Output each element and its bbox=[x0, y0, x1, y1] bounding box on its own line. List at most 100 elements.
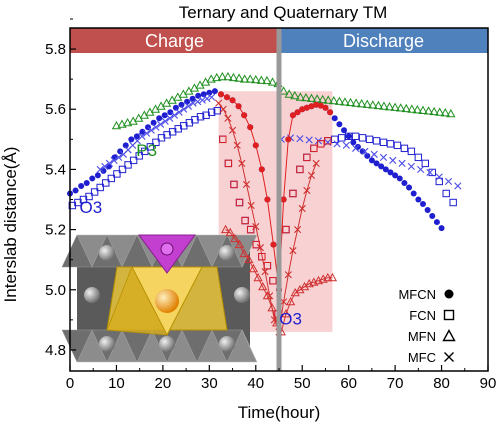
data-point bbox=[426, 168, 434, 177]
data-point bbox=[234, 73, 244, 82]
gray-atom bbox=[99, 245, 115, 261]
chart-title: Ternary and Quaternary TM bbox=[179, 3, 388, 22]
series-mfn-collapse bbox=[220, 224, 338, 336]
data-point bbox=[118, 165, 127, 174]
data-point bbox=[282, 225, 290, 234]
data-point bbox=[278, 86, 289, 95]
data-point bbox=[172, 104, 179, 111]
legend-marker bbox=[444, 289, 454, 299]
data-point bbox=[170, 111, 179, 119]
data-point bbox=[424, 207, 431, 214]
data-point bbox=[138, 132, 146, 140]
data-point bbox=[96, 183, 104, 192]
x-axis-ticks: 0 10 20 30 40 50 60 70 80 90 bbox=[66, 365, 497, 392]
data-point bbox=[373, 160, 380, 167]
x-tick-label: 60 bbox=[340, 375, 357, 392]
data-point bbox=[135, 152, 143, 160]
legend-marker bbox=[443, 309, 455, 321]
data-point bbox=[258, 281, 268, 291]
data-point bbox=[284, 271, 292, 279]
data-point bbox=[298, 204, 306, 213]
data-point bbox=[387, 169, 394, 176]
data-point bbox=[219, 105, 227, 113]
data-point bbox=[128, 136, 135, 143]
data-point bbox=[433, 219, 440, 226]
data-point bbox=[180, 105, 188, 113]
data-point bbox=[365, 135, 374, 144]
data-point bbox=[372, 137, 381, 145]
data-point bbox=[400, 144, 409, 153]
data-point bbox=[115, 153, 123, 161]
data-point bbox=[407, 147, 416, 156]
data-point bbox=[423, 106, 434, 115]
data-point bbox=[146, 143, 155, 151]
y-axis-ticks: 4.8 5.0 5.2 5.4 5.6 5.8 bbox=[45, 18, 76, 359]
gray-atom bbox=[219, 336, 235, 352]
data-point bbox=[410, 190, 417, 197]
phase-band-label: Charge bbox=[145, 31, 204, 51]
data-point bbox=[449, 198, 457, 207]
data-point bbox=[384, 102, 395, 111]
data-point bbox=[342, 141, 350, 149]
data-point bbox=[415, 196, 422, 203]
data-point bbox=[228, 72, 239, 82]
data-point bbox=[333, 140, 341, 148]
gray-atom bbox=[84, 287, 100, 303]
data-point bbox=[329, 95, 339, 105]
data-point bbox=[235, 198, 244, 207]
x-tick-label: 80 bbox=[433, 375, 450, 392]
data-point bbox=[167, 109, 174, 116]
data-point bbox=[150, 119, 157, 126]
data-point bbox=[184, 102, 193, 110]
data-point bbox=[256, 244, 265, 252]
data-point bbox=[258, 252, 266, 261]
data-point bbox=[438, 225, 445, 232]
data-point bbox=[414, 153, 423, 162]
data-point bbox=[90, 188, 99, 196]
data-point bbox=[305, 136, 313, 144]
data-point bbox=[133, 133, 140, 140]
data-point bbox=[89, 175, 96, 182]
data-point bbox=[141, 147, 149, 156]
data-point bbox=[296, 165, 304, 174]
data-point bbox=[293, 225, 302, 234]
data-point bbox=[156, 120, 165, 128]
data-point bbox=[239, 74, 250, 83]
crystal-structure-inset bbox=[61, 234, 258, 363]
x-tick-label: 90 bbox=[480, 375, 497, 392]
data-point bbox=[244, 254, 254, 264]
data-point bbox=[350, 139, 357, 146]
data-point bbox=[324, 137, 332, 145]
phase-label-o3: O3 bbox=[279, 309, 302, 328]
data-point bbox=[94, 172, 101, 179]
x-tick-label: 30 bbox=[201, 375, 218, 392]
data-point bbox=[253, 272, 263, 282]
y-tick-label: 5.4 bbox=[45, 161, 66, 178]
data-point bbox=[412, 105, 423, 114]
data-point bbox=[398, 159, 406, 167]
data-point bbox=[217, 71, 227, 81]
data-point bbox=[396, 175, 403, 182]
x-tick-label: 0 bbox=[66, 375, 74, 392]
y-tick-label: 5.6 bbox=[45, 101, 66, 118]
data-point bbox=[310, 144, 318, 153]
data-point bbox=[379, 153, 388, 161]
data-point bbox=[110, 156, 118, 164]
data-point bbox=[117, 119, 127, 128]
data-point bbox=[368, 100, 378, 109]
phase-band-discharge bbox=[279, 28, 488, 53]
data-point bbox=[303, 153, 311, 162]
gray-atom bbox=[219, 245, 235, 261]
data-point bbox=[370, 150, 378, 158]
data-point bbox=[382, 166, 389, 173]
data-point bbox=[206, 89, 213, 96]
data-point bbox=[281, 309, 291, 318]
data-point bbox=[189, 95, 196, 102]
data-point bbox=[263, 261, 272, 270]
data-point bbox=[101, 162, 109, 170]
data-point bbox=[234, 239, 245, 249]
data-point bbox=[340, 97, 350, 106]
x-tick-label: 20 bbox=[155, 375, 172, 392]
x-tick-label: 10 bbox=[108, 375, 125, 392]
data-point bbox=[378, 163, 385, 170]
